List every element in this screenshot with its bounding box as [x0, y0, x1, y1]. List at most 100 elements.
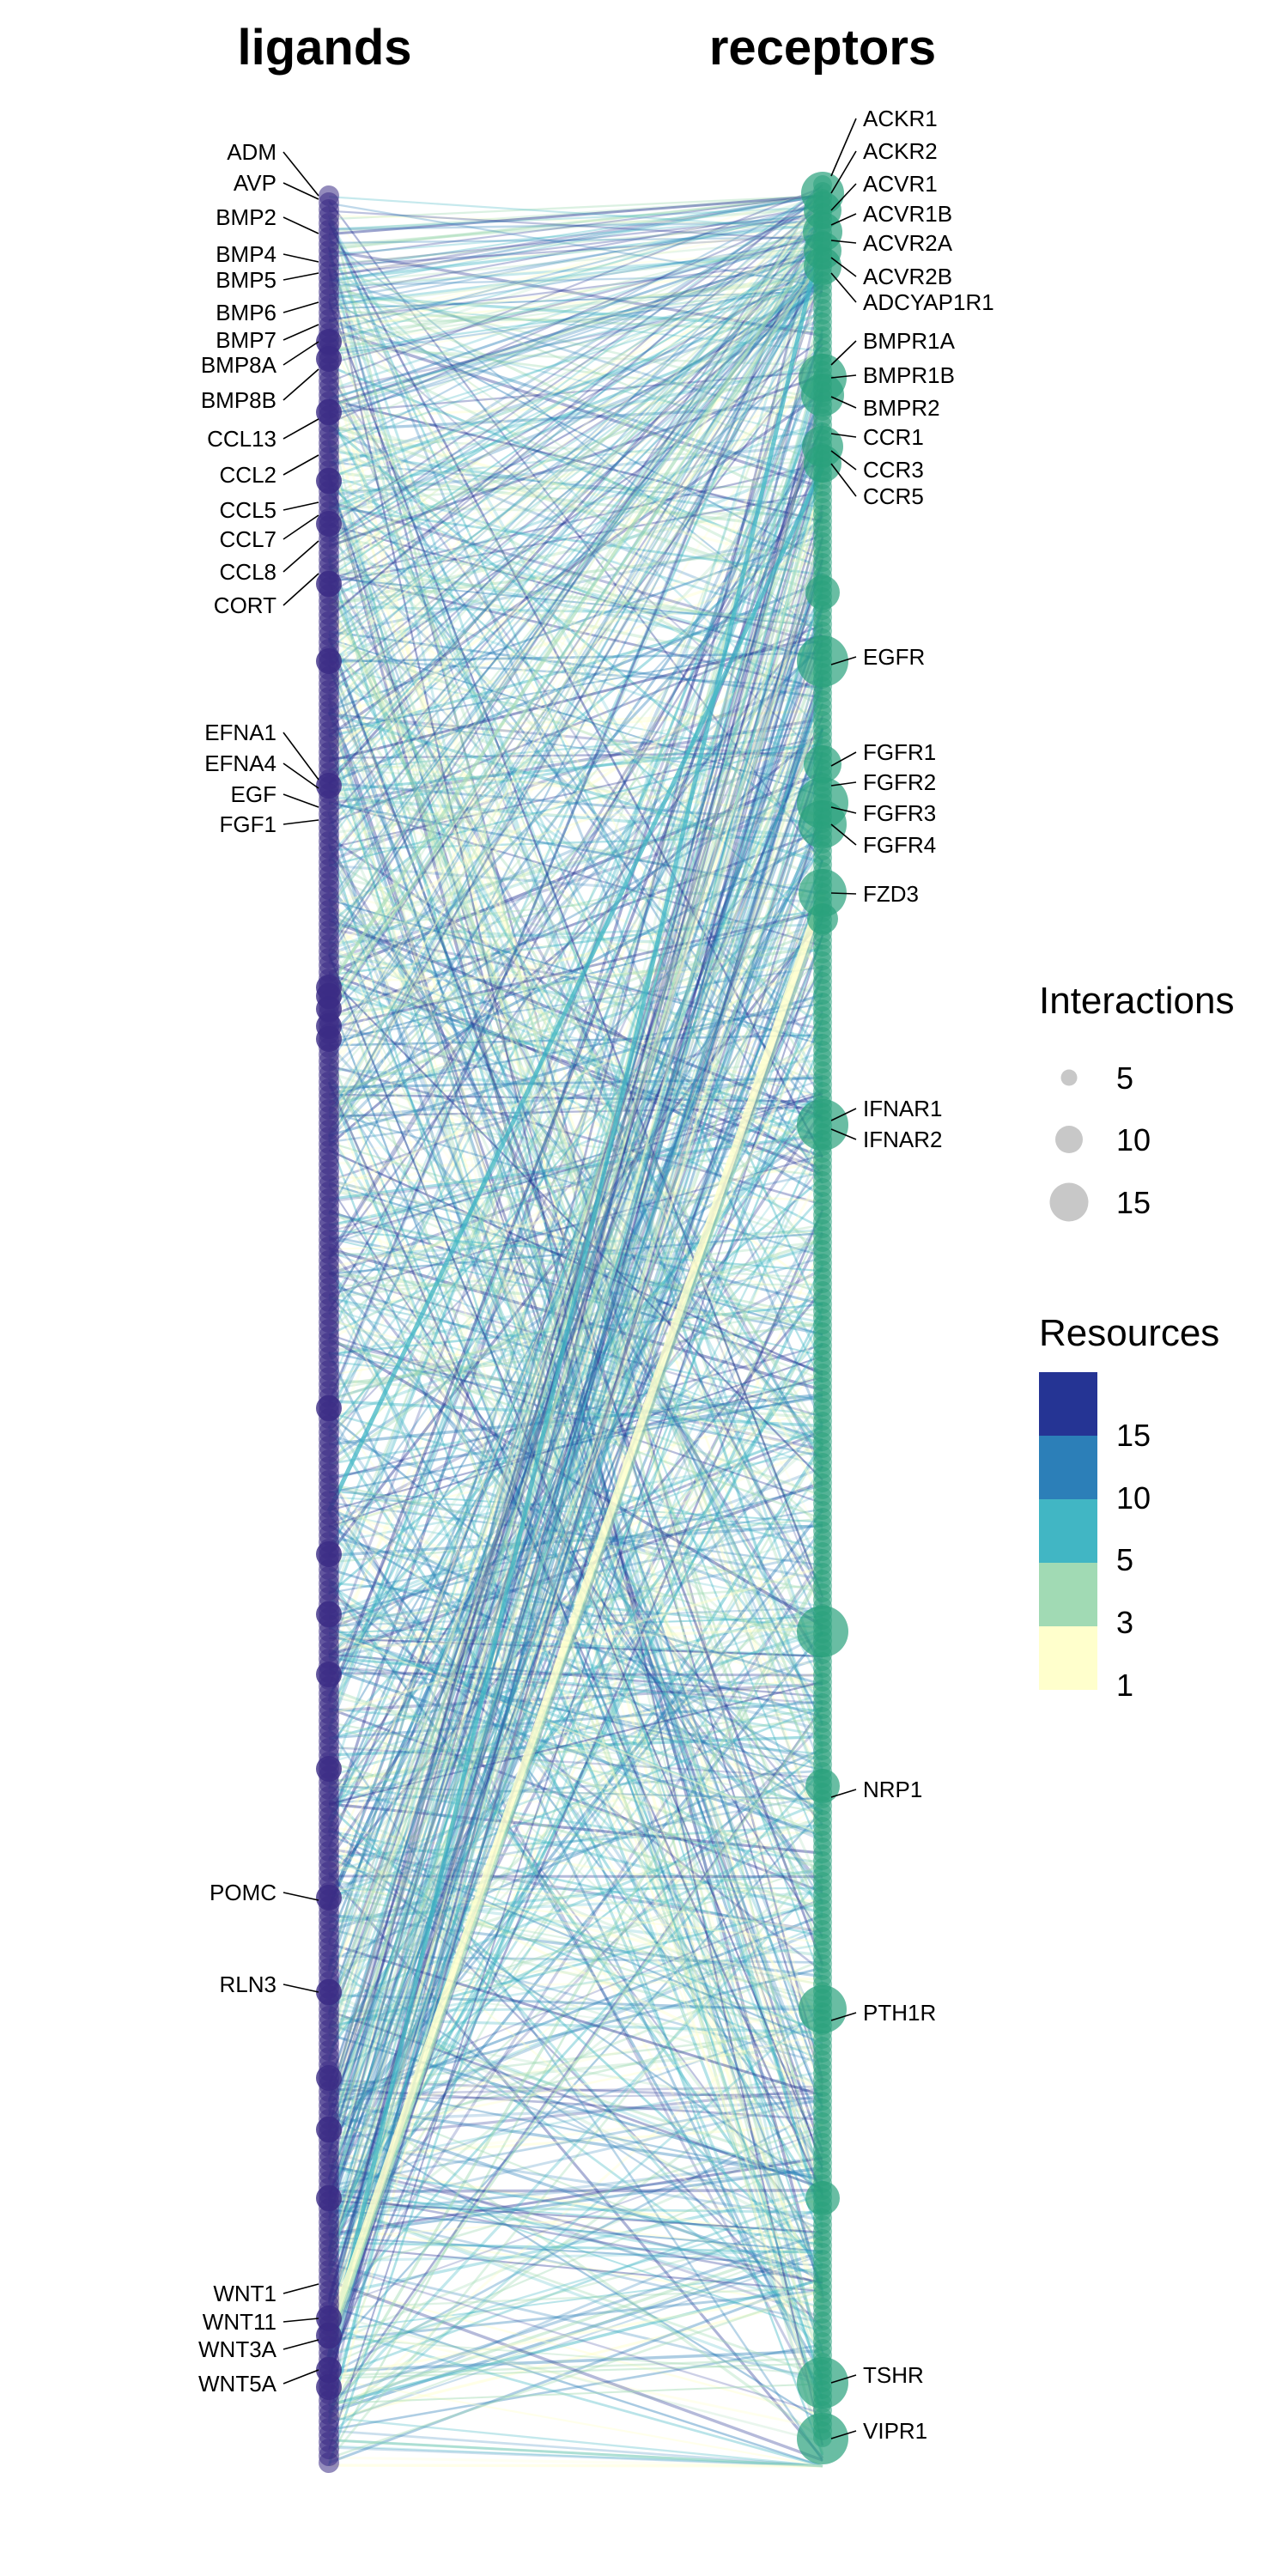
interaction-edge [328, 899, 823, 1449]
interaction-edge [328, 1707, 823, 1756]
interaction-edge [328, 713, 823, 843]
interaction-edge [327, 888, 824, 2423]
interaction-edge [328, 283, 823, 1078]
interaction-edge [328, 1432, 823, 1619]
interaction-edge [328, 838, 823, 1697]
interaction-edge [327, 1425, 824, 2207]
interaction-edge [328, 2082, 823, 2441]
interaction-edge [328, 256, 823, 587]
interaction-edge [328, 278, 823, 399]
interaction-edge [328, 1707, 823, 1893]
interaction-edge [328, 795, 823, 839]
interaction-edge [328, 294, 823, 331]
interaction-edge [328, 262, 823, 773]
ligand-label: BMP4 [216, 241, 276, 267]
interaction-edge [327, 824, 824, 2020]
interaction-edge [328, 2047, 823, 2422]
interaction-edge [328, 276, 823, 343]
interaction-edge [328, 1444, 823, 1652]
interaction-edge [328, 948, 823, 1148]
interaction-edge [328, 1408, 823, 1526]
receptor-label-leader [830, 450, 857, 471]
interaction-edge [328, 784, 823, 933]
interaction-edge [328, 278, 823, 643]
interaction-edge [328, 205, 823, 1005]
receptor-node [799, 1985, 847, 2033]
interaction-edge [327, 1285, 824, 2199]
interaction-edge [328, 2125, 823, 2276]
interaction-edge [328, 2278, 823, 2407]
receptor-node [799, 869, 847, 917]
interaction-edge [328, 272, 823, 416]
interaction-edge [328, 238, 823, 322]
interaction-edge [327, 234, 824, 785]
interaction-edge [328, 743, 823, 793]
interaction-edge [328, 2222, 823, 2354]
interaction-edge [327, 670, 824, 2343]
interaction-edge [327, 593, 824, 1459]
interaction-edge [328, 232, 823, 272]
interaction-edge [327, 1707, 824, 2419]
interaction-edge [328, 1484, 823, 1619]
interaction-edge [328, 280, 823, 438]
interaction-edge [328, 1781, 823, 1865]
interaction-edge [328, 2286, 823, 2310]
interaction-edge [327, 410, 824, 1363]
interaction-edge [328, 1735, 823, 1757]
interaction-edge [328, 771, 823, 975]
interaction-edge [328, 2324, 823, 2430]
interaction-edge [328, 738, 823, 867]
interaction-edge [327, 395, 824, 1595]
interaction-edge [327, 542, 824, 2165]
interaction-edge [328, 2223, 823, 2309]
interaction-edge [327, 1854, 824, 2461]
interaction-edge [328, 1303, 823, 1356]
interaction-edge [328, 1606, 823, 1741]
interaction-edge [328, 1565, 823, 1716]
interaction-edge [328, 1831, 823, 1839]
interaction-edge [327, 752, 824, 2305]
interaction-edge [328, 1394, 823, 1494]
ligand-node [316, 399, 342, 425]
interaction-edge [327, 762, 824, 2334]
interaction-edge [327, 206, 824, 1403]
interaction-edge [328, 1746, 823, 1779]
interaction-edge [327, 1037, 824, 2276]
interaction-edge [328, 244, 823, 307]
interaction-edge [328, 208, 823, 325]
interaction-edge [327, 368, 824, 2318]
ligand-label: CORT [214, 592, 276, 618]
interaction-edge [328, 1667, 823, 1838]
interaction-edge [328, 190, 823, 810]
interaction-edge [328, 2439, 823, 2468]
interaction-edge [328, 191, 823, 454]
receptor-label: FGFR1 [863, 739, 936, 765]
interaction-edge [328, 204, 823, 296]
interaction-edge [328, 2191, 823, 2284]
interaction-edge [328, 1179, 823, 1300]
interaction-edge [328, 2266, 823, 2332]
interaction-edge [328, 1616, 823, 1667]
interaction-edge [327, 1491, 824, 2357]
interaction-edge [327, 1324, 824, 2118]
interaction-edge [327, 696, 824, 1828]
interaction-edge [328, 1672, 823, 1677]
interaction-edge [328, 187, 823, 991]
interaction-edge [327, 515, 824, 1039]
interaction-edge [328, 993, 823, 1138]
interaction-edge [328, 484, 823, 492]
interaction-edge [328, 1133, 823, 1808]
interaction-edge [327, 375, 824, 755]
interaction-edge [328, 1847, 823, 1934]
interaction-edge [327, 1572, 824, 2460]
interaction-edge [328, 271, 823, 517]
interaction-edge [327, 728, 824, 2117]
resources-legend-label: 15 [1116, 1418, 1151, 1453]
interaction-edge [328, 453, 823, 1733]
interaction-edge [328, 251, 823, 420]
interaction-edge [327, 1268, 824, 1893]
interaction-edge [328, 461, 823, 508]
receptor-label-leader [830, 463, 857, 497]
interaction-edge [328, 2208, 823, 2252]
interaction-edge [327, 1420, 824, 1994]
